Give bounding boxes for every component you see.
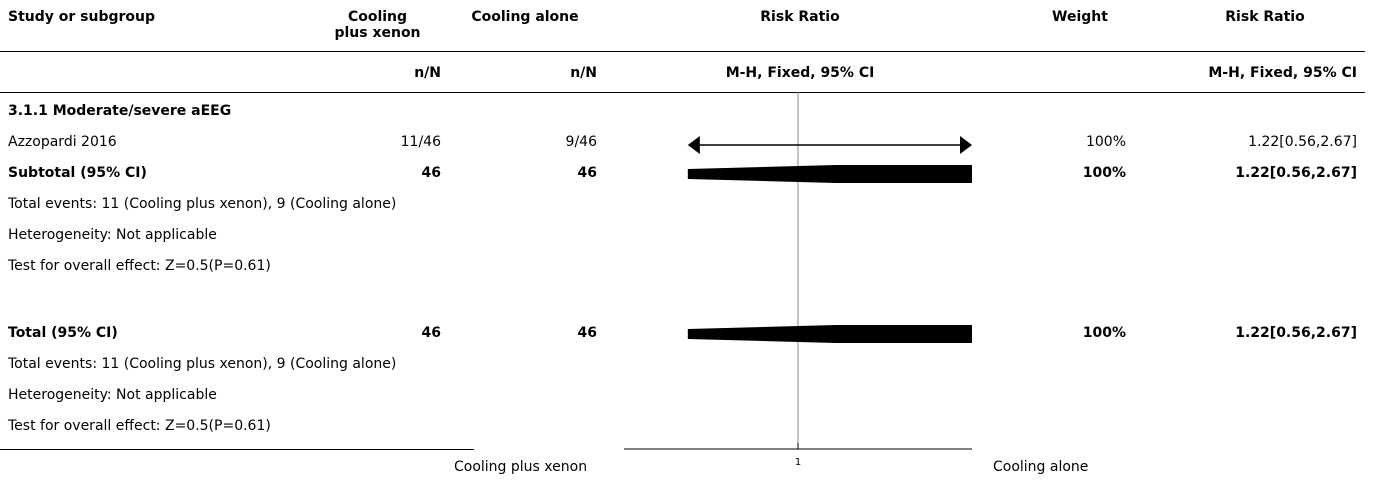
header-divider-top <box>0 51 1365 52</box>
total-exp: 46 <box>421 325 441 341</box>
header-risk-ratio: Risk Ratio <box>760 9 840 25</box>
study-ci: 1.22[0.56,2.67] <box>1248 134 1357 150</box>
study-weight: 100% <box>1085 134 1126 150</box>
total-ctrl: 46 <box>577 325 597 341</box>
study-ci-arrow-left <box>687 136 700 154</box>
header-weight: Weight <box>1052 9 1108 25</box>
total-overall-effect: Test for overall effect: Z=0.5(P=0.61) <box>8 418 271 434</box>
header-rr-method: M-H, Fixed, 95% CI <box>725 65 875 81</box>
subgroup-heterogeneity: Heterogeneity: Not applicable <box>8 227 217 243</box>
header-exp-sub: n/N <box>414 65 441 81</box>
subgroup-events: Total events: 11 (Cooling plus xenon), 9… <box>8 196 397 212</box>
subtotal-diamond <box>687 165 972 183</box>
study-ctrl: 9/46 <box>565 134 597 150</box>
header-study: Study or subgroup <box>8 9 156 25</box>
header-risk-ratio-right: Risk Ratio <box>1225 9 1305 25</box>
header-exp-line1: Cooling <box>347 9 408 25</box>
subtotal-label: Subtotal (95% CI) <box>8 165 147 181</box>
favours-left-label: Cooling plus xenon <box>454 459 588 475</box>
subtotal-ci: 1.22[0.56,2.67] <box>1235 165 1357 181</box>
total-weight: 100% <box>1082 325 1126 341</box>
total-diamond <box>687 325 972 343</box>
study-exp: 11/46 <box>400 134 441 150</box>
axis-tick-label: 1 <box>794 457 802 468</box>
footer-rule <box>0 449 474 450</box>
total-label: Total (95% CI) <box>8 325 118 341</box>
subtotal-ctrl: 46 <box>577 165 597 181</box>
header-ctrl: Cooling alone <box>471 9 579 25</box>
subtotal-exp: 46 <box>421 165 441 181</box>
header-exp-line2: plus xenon <box>334 25 421 41</box>
favours-right-label: Cooling alone <box>993 459 1089 475</box>
subtotal-weight: 100% <box>1082 165 1126 181</box>
header-rr-method-right: M-H, Fixed, 95% CI <box>1208 65 1357 81</box>
header-divider-bottom <box>0 92 1365 93</box>
total-ci: 1.22[0.56,2.67] <box>1235 325 1357 341</box>
subgroup-overall-effect: Test for overall effect: Z=0.5(P=0.61) <box>8 258 271 274</box>
study-name: Azzopardi 2016 <box>8 134 117 150</box>
total-events: Total events: 11 (Cooling plus xenon), 9… <box>8 356 397 372</box>
total-heterogeneity: Heterogeneity: Not applicable <box>8 387 217 403</box>
subgroup-title: 3.1.1 Moderate/severe aEEG <box>8 103 232 119</box>
header-ctrl-sub: n/N <box>570 65 597 81</box>
study-ci-arrow-right <box>960 136 972 154</box>
